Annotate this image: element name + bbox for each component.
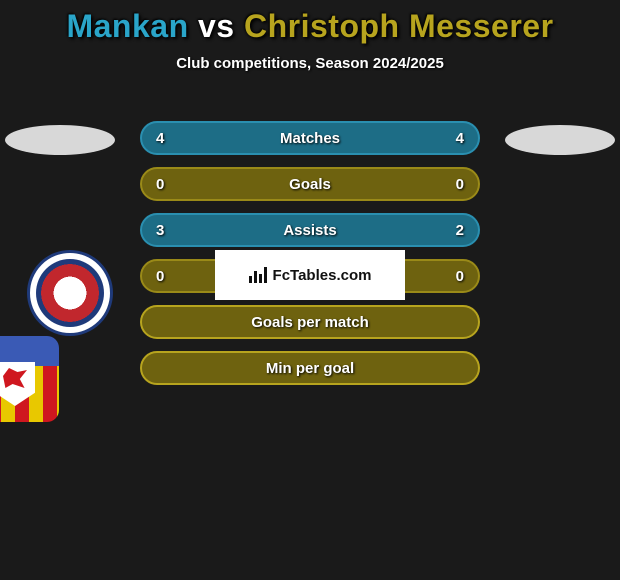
stat-value-right: 4 bbox=[448, 130, 464, 147]
page-title: Mankan vs Christoph Messerer bbox=[0, 0, 620, 45]
watermark-text: FcTables.com bbox=[273, 267, 372, 284]
stat-value-left: 4 bbox=[156, 130, 172, 147]
watermark: FcTables.com bbox=[215, 250, 405, 300]
stat-value-left: 0 bbox=[156, 176, 172, 193]
title-player1: Mankan bbox=[66, 8, 188, 44]
stat-row-goals-per-match: Goals per match bbox=[140, 305, 480, 339]
stat-row-assists: 3Assists2 bbox=[140, 213, 480, 247]
stat-row-min-per-goal: Min per goal bbox=[140, 351, 480, 385]
stat-value-right: 2 bbox=[448, 222, 464, 239]
title-vs: vs bbox=[198, 8, 235, 44]
stat-value-right: 0 bbox=[448, 176, 464, 193]
stat-value-left: 3 bbox=[156, 222, 172, 239]
stat-label: Min per goal bbox=[156, 360, 464, 377]
subtitle: Club competitions, Season 2024/2025 bbox=[0, 55, 620, 72]
stat-label: Matches bbox=[172, 130, 448, 147]
player1-photo-placeholder bbox=[5, 125, 115, 155]
stat-row-goals: 0Goals0 bbox=[140, 167, 480, 201]
club-crest-right bbox=[0, 336, 59, 422]
stat-value-right: 0 bbox=[448, 268, 464, 285]
stat-label: Assists bbox=[172, 222, 448, 239]
bars-icon bbox=[249, 267, 267, 283]
stat-value-left: 0 bbox=[156, 268, 172, 285]
player2-photo-placeholder bbox=[505, 125, 615, 155]
stat-label: Goals bbox=[172, 176, 448, 193]
stat-label: Goals per match bbox=[156, 314, 464, 331]
club-crest-left bbox=[27, 250, 113, 336]
title-player2: Christoph Messerer bbox=[244, 8, 554, 44]
stat-row-matches: 4Matches4 bbox=[140, 121, 480, 155]
